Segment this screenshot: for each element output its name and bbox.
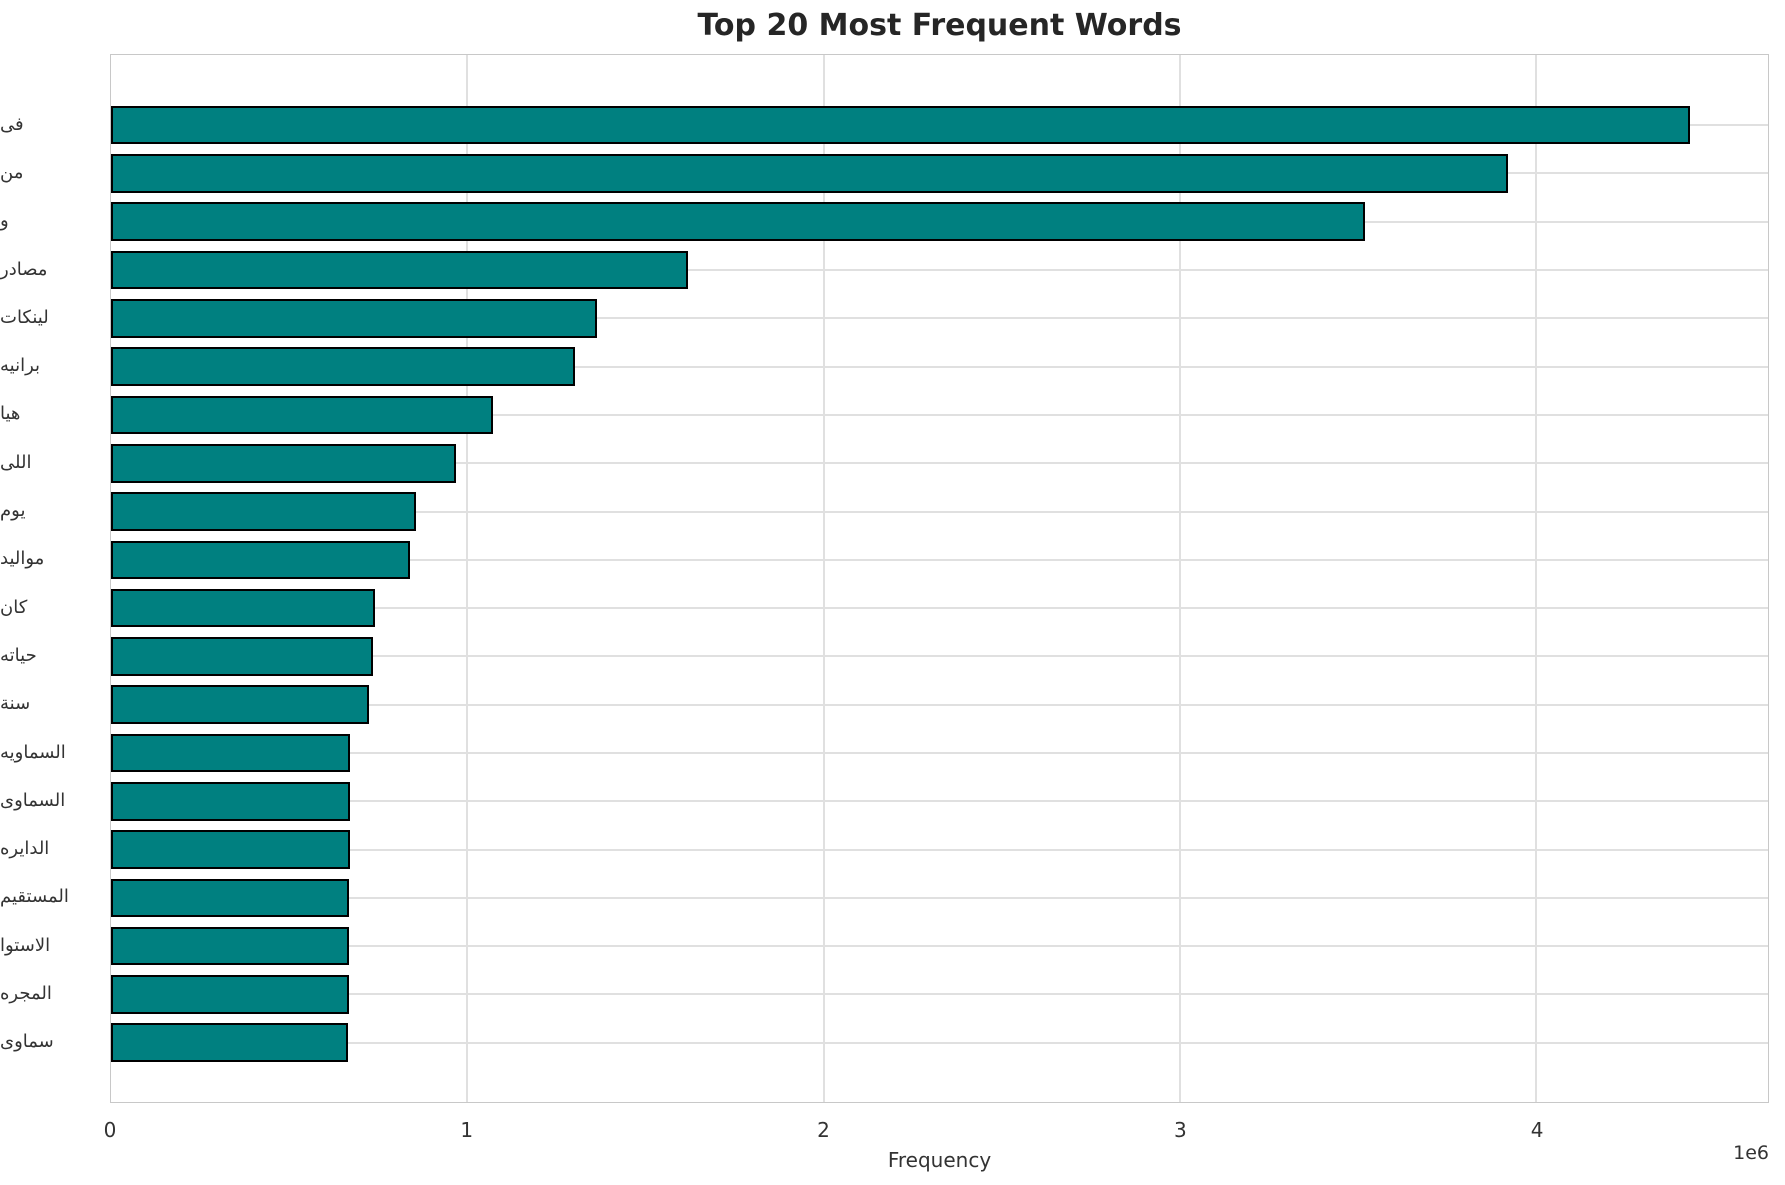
axis-offset-label: 1e6 <box>1733 1142 1769 1164</box>
bar-row <box>111 632 1768 680</box>
y-tick-label: و <box>0 210 9 232</box>
bar-row <box>111 777 1768 825</box>
gridline-y <box>111 510 1768 513</box>
y-tick-label: الدايره <box>0 838 50 860</box>
y-tick-label: من <box>0 161 24 183</box>
gridline-y <box>111 365 1768 368</box>
y-tick-label: كان <box>0 596 28 618</box>
gridline-x-4 <box>1535 55 1538 1102</box>
plot-area <box>110 54 1769 1103</box>
gridline-y <box>111 896 1768 899</box>
gridline-y <box>111 655 1768 658</box>
gridline-x-1 <box>466 55 469 1102</box>
bar-row <box>111 294 1768 342</box>
bar-row <box>111 391 1768 439</box>
gridline-x-2 <box>822 55 825 1102</box>
x-tick-label-3: 3 <box>1173 1118 1187 1142</box>
bar-من <box>111 154 1508 193</box>
bar-سنة <box>111 685 369 724</box>
bar-هيا <box>111 395 493 435</box>
y-tick-label: السماوى <box>0 789 66 811</box>
bar-المجره <box>111 975 349 1014</box>
bar-rows <box>111 101 1768 1067</box>
bar-row <box>111 874 1768 922</box>
bar-row <box>111 198 1768 246</box>
bar-مواليد <box>111 540 410 580</box>
bar-مصادر <box>111 250 689 290</box>
y-tick-label: برانيه <box>0 355 41 377</box>
gridline-y <box>111 462 1768 465</box>
bar-row <box>111 246 1768 294</box>
gridline-y <box>111 413 1768 416</box>
y-tick-label: اللى <box>0 451 32 473</box>
bar-الاستوا <box>111 926 350 966</box>
bar-يوم <box>111 492 416 531</box>
gridline-y <box>111 945 1768 948</box>
y-tick-label: مواليد <box>0 548 45 570</box>
bar-المستقيم <box>111 878 350 918</box>
x-tick-label-1: 1 <box>460 1118 474 1142</box>
gridline-y <box>111 1041 1768 1044</box>
bar-row <box>111 101 1768 149</box>
gridline-x-3 <box>1179 55 1182 1102</box>
bar-row <box>111 439 1768 487</box>
bar-حياته <box>111 637 373 676</box>
gridline-y <box>111 558 1768 561</box>
bar-row <box>111 487 1768 535</box>
y-tick-label: المجره <box>0 982 52 1004</box>
y-tick-label: حياته <box>0 644 37 666</box>
bar-اللى <box>111 443 457 483</box>
bar-row <box>111 922 1768 970</box>
y-tick-label: يوم <box>0 500 26 522</box>
x-tick-label-2: 2 <box>817 1118 830 1142</box>
y-tick-label: لينكات <box>0 306 49 328</box>
bar-كان <box>111 588 375 628</box>
chart-title: Top 20 Most Frequent Words <box>697 8 1182 43</box>
y-tick-label: الاستوا <box>0 934 51 956</box>
bar-و <box>111 202 1366 242</box>
gridline-y <box>111 800 1768 803</box>
y-tick-label: المستقيم <box>0 886 69 908</box>
bar-row <box>111 825 1768 873</box>
gridline-y <box>111 269 1768 272</box>
bar-row <box>111 681 1768 729</box>
y-tick-label: السماويه <box>0 741 66 763</box>
y-axis-labels: فى من و مصادر لينكات برانيه هيا اللى يوم مواليد كا… <box>0 100 100 1066</box>
bar-row <box>111 584 1768 632</box>
gridline-y <box>111 848 1768 851</box>
gridline-y <box>111 752 1768 754</box>
bar-row <box>111 536 1768 584</box>
bar-row <box>111 342 1768 390</box>
y-tick-label: سماوى <box>0 1031 54 1053</box>
x-tick-label-4: 4 <box>1530 1118 1544 1142</box>
gridline-y <box>111 317 1768 320</box>
y-tick-label: مصادر <box>0 258 48 280</box>
bar-row <box>111 1019 1768 1067</box>
x-axis-label: Frequency <box>887 1148 992 1172</box>
bar-row <box>111 970 1768 1018</box>
y-tick-label: هيا <box>0 403 21 425</box>
bar-سماوى <box>111 1023 349 1063</box>
y-tick-label: فى <box>0 113 24 135</box>
gridline-y <box>111 993 1768 996</box>
bar-السماوى <box>111 782 351 821</box>
bar-فى <box>111 105 1690 145</box>
bar-السماويه <box>111 733 351 773</box>
x-tick-label-0: 0 <box>103 1118 117 1142</box>
gridline-y <box>111 607 1768 610</box>
bar-لينكات <box>111 299 598 338</box>
y-tick-label: سنة <box>0 693 31 715</box>
bar-الدايره <box>111 830 350 869</box>
gridline-y <box>111 703 1768 706</box>
bar-row <box>111 149 1768 197</box>
bar-برانيه <box>111 347 576 386</box>
bar-row <box>111 729 1768 777</box>
